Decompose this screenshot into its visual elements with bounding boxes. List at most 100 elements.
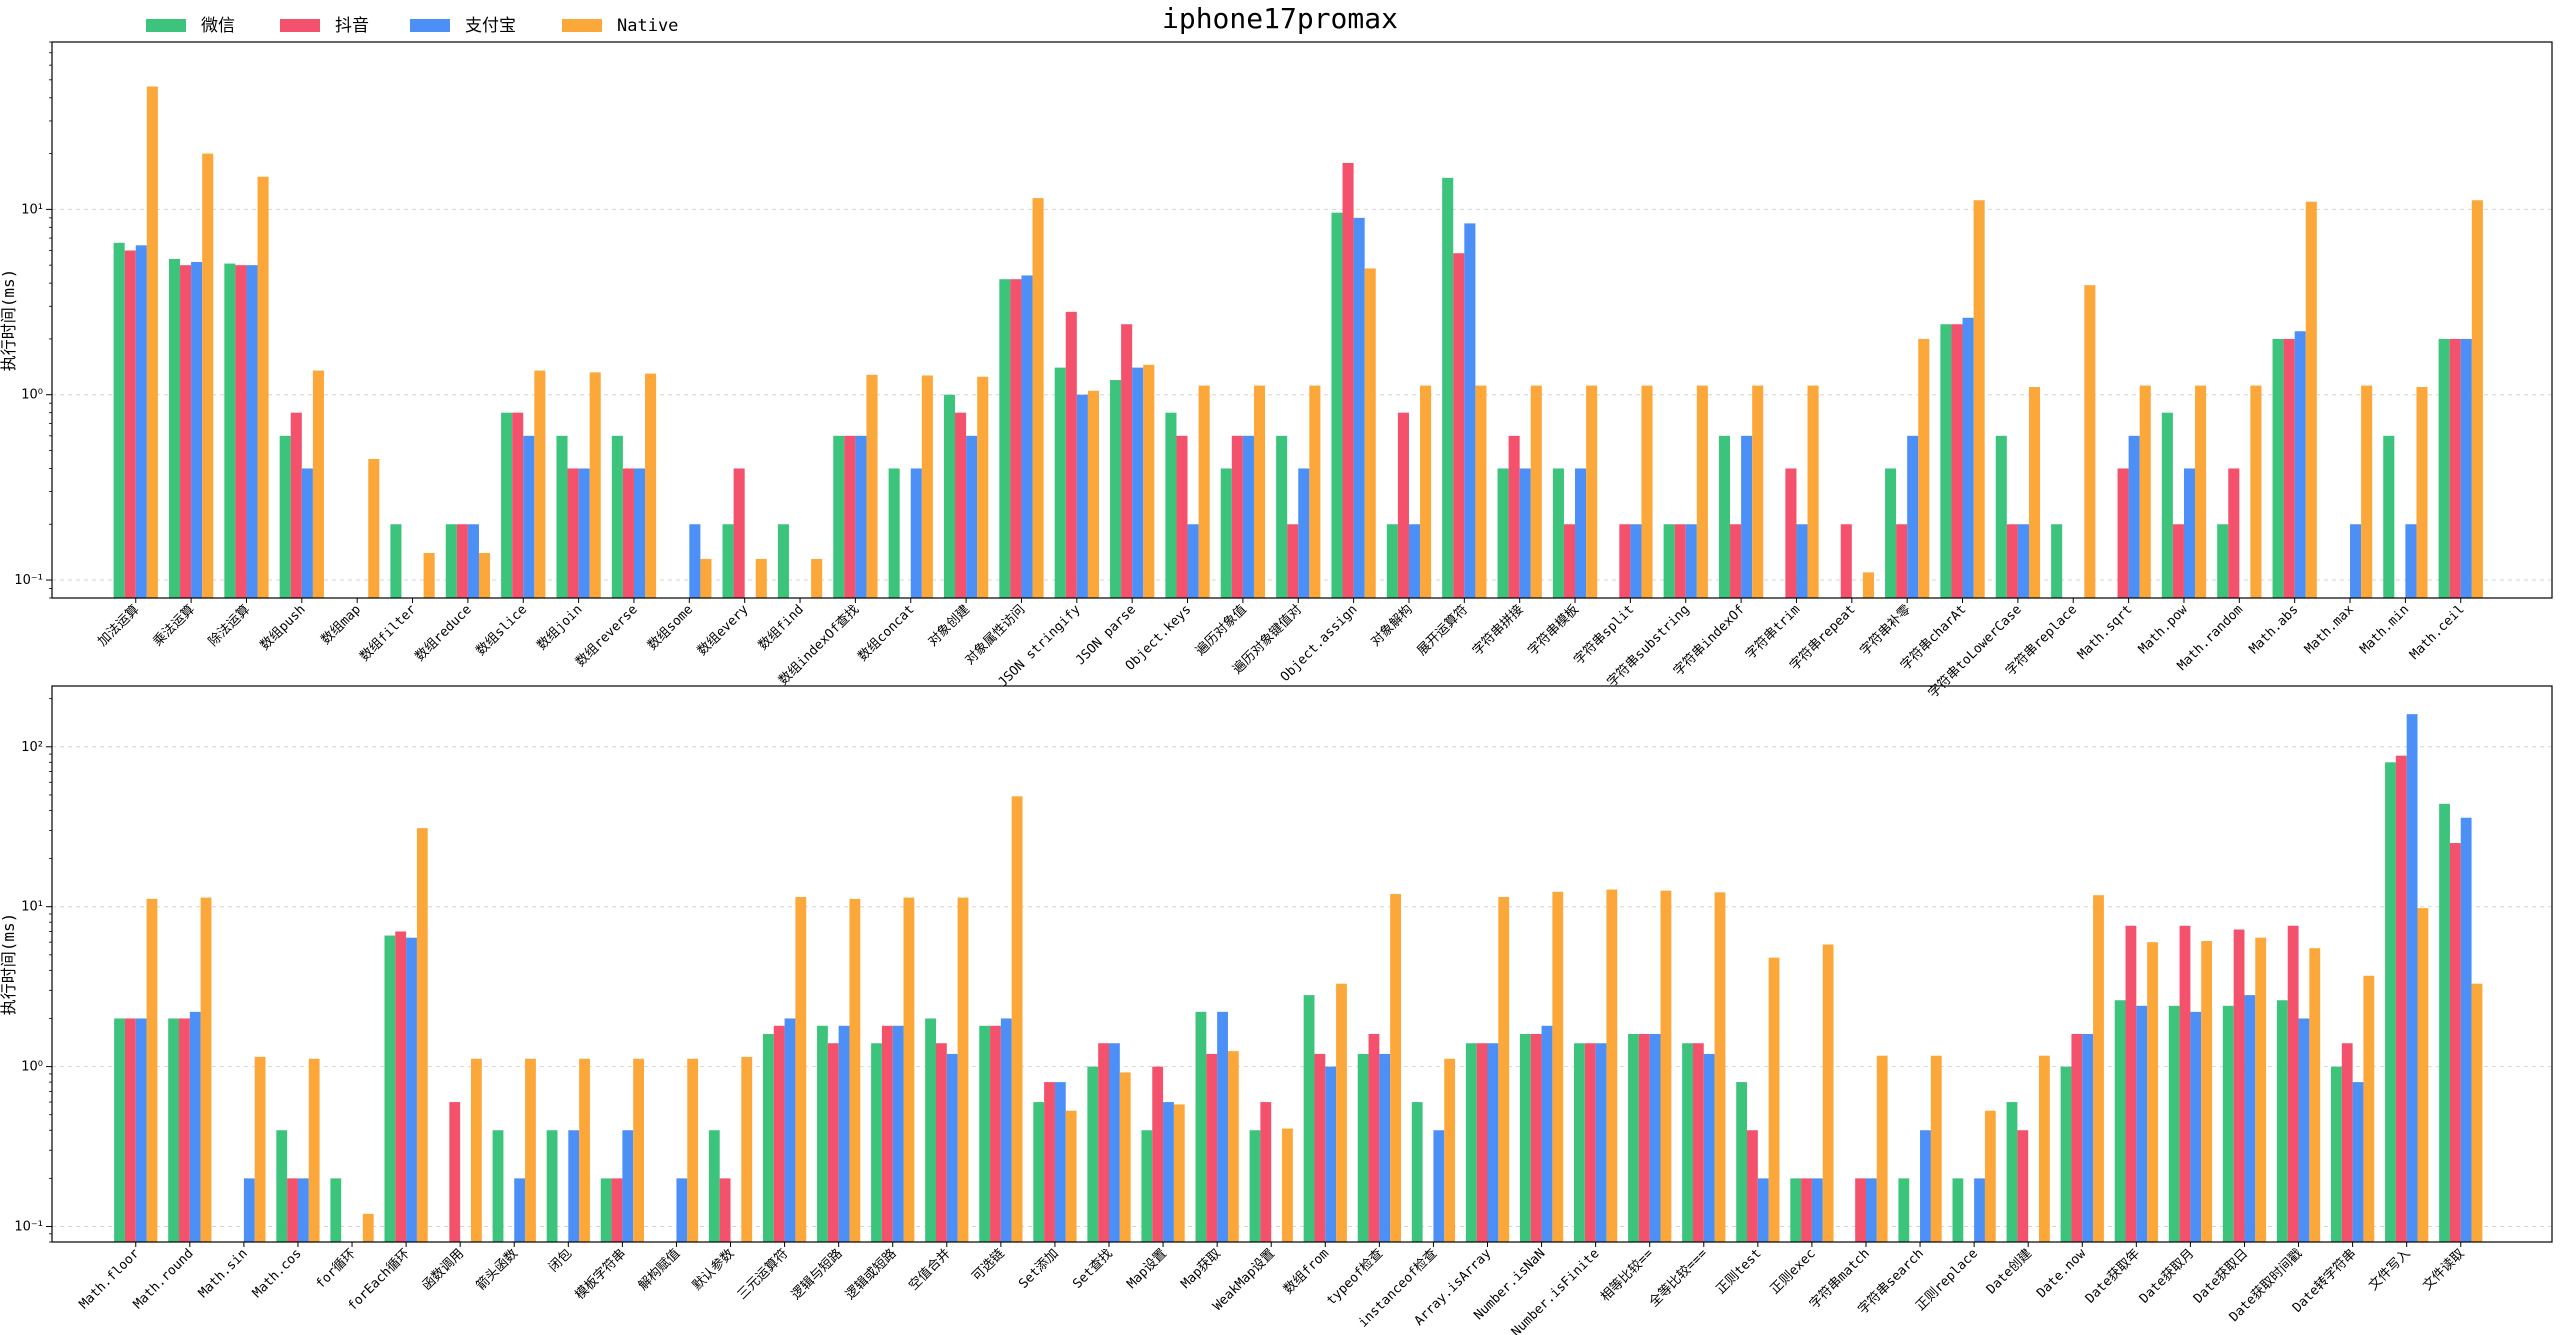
x-tick-label: 除法运算 bbox=[206, 602, 253, 649]
chart-panel-top: 10⁻¹ 10⁰ 10¹ 执行时间(ms) 加法运算 乘法运算 除法运算 数组push 数组ma… bbox=[0, 41, 2553, 701]
bar bbox=[301, 468, 313, 598]
bar bbox=[888, 468, 900, 598]
bar bbox=[1920, 1130, 1931, 1242]
bar bbox=[254, 1056, 266, 1242]
bar bbox=[568, 1130, 580, 1242]
bar bbox=[633, 1058, 645, 1242]
bar bbox=[1010, 279, 1022, 598]
bar bbox=[445, 524, 457, 598]
bar bbox=[1638, 1033, 1650, 1242]
bar bbox=[1519, 1033, 1531, 1242]
x-tick-label: Number.isFinite bbox=[1509, 1246, 1603, 1335]
bar bbox=[2195, 385, 2207, 598]
bar bbox=[2276, 1000, 2288, 1242]
bar bbox=[1098, 1043, 1110, 1242]
bar bbox=[1309, 385, 1321, 598]
bar bbox=[977, 376, 989, 598]
bar bbox=[943, 394, 956, 598]
axes-frame bbox=[51, 685, 2553, 1243]
x-tick-label: Map获取 bbox=[1178, 1246, 1224, 1292]
bar bbox=[2006, 1102, 2018, 1242]
x-tick-label: Math.max bbox=[2302, 602, 2357, 657]
bar bbox=[1109, 1043, 1120, 1242]
bar bbox=[2228, 468, 2240, 598]
bar bbox=[2298, 1018, 2310, 1242]
x-tick-label: 乘法运算 bbox=[151, 602, 198, 649]
bar bbox=[2233, 929, 2245, 1242]
legend-swatch bbox=[280, 19, 320, 32]
y-axis-label: 执行时间(ms) bbox=[0, 269, 18, 372]
bar bbox=[2172, 524, 2184, 598]
x-tick-label: 数组every bbox=[695, 602, 752, 659]
bar bbox=[990, 1025, 1001, 1242]
bar bbox=[1741, 435, 1753, 598]
y-tick-label: 10¹ bbox=[21, 202, 43, 217]
bar bbox=[2471, 200, 2483, 599]
bar bbox=[1736, 1082, 1748, 1242]
x-tick-label: Set查找 bbox=[1070, 1246, 1116, 1292]
bar bbox=[257, 176, 269, 598]
bar bbox=[2201, 941, 2213, 1242]
x-tick-label: 文件读取 bbox=[2420, 1246, 2467, 1293]
bar bbox=[784, 1018, 796, 1242]
bar bbox=[330, 1178, 342, 1242]
bar bbox=[1220, 468, 1232, 598]
bar bbox=[1000, 1018, 1012, 1242]
x-tick-label: 数组from bbox=[1281, 1246, 1332, 1297]
bar bbox=[1132, 367, 1144, 598]
bar bbox=[589, 372, 601, 598]
bar bbox=[722, 524, 734, 598]
bar bbox=[999, 279, 1011, 598]
bar bbox=[2385, 762, 2396, 1242]
bar bbox=[276, 1130, 288, 1242]
bar bbox=[2028, 387, 2041, 598]
bar bbox=[2460, 817, 2472, 1242]
bar bbox=[390, 524, 402, 598]
bar bbox=[191, 262, 203, 598]
y-tick-label: 10⁻¹ bbox=[14, 573, 43, 588]
legend-label: 微信 bbox=[201, 16, 235, 36]
bar bbox=[2071, 1033, 2083, 1242]
bar bbox=[1498, 896, 1510, 1242]
bar bbox=[1242, 435, 1254, 598]
bar bbox=[2082, 1033, 2094, 1242]
bar bbox=[1628, 1033, 1639, 1242]
bar bbox=[733, 468, 745, 598]
bar bbox=[2406, 714, 2418, 1242]
bar bbox=[1703, 1053, 1715, 1242]
bar bbox=[1453, 253, 1465, 599]
bar bbox=[1298, 468, 1310, 598]
bar bbox=[1476, 1043, 1488, 1242]
bar bbox=[2287, 925, 2299, 1242]
bar bbox=[777, 524, 789, 598]
x-tick-label: for循环 bbox=[313, 1246, 359, 1292]
bar bbox=[1790, 1178, 1802, 1242]
bar bbox=[1907, 435, 1919, 598]
x-tick-label: 数组slice bbox=[473, 602, 530, 659]
bar bbox=[312, 370, 324, 598]
x-tick-label: Math.min bbox=[2357, 602, 2412, 657]
bar bbox=[1530, 385, 1542, 598]
bar bbox=[449, 1102, 461, 1242]
bar bbox=[2309, 948, 2321, 1242]
bar bbox=[168, 1018, 180, 1242]
bar bbox=[2405, 524, 2417, 598]
bar bbox=[1768, 957, 1780, 1242]
bar bbox=[113, 242, 125, 598]
x-tick-label: 对象解构 bbox=[1368, 602, 1415, 649]
bar bbox=[1552, 891, 1564, 1242]
y-tick-label: 10⁻¹ bbox=[14, 1220, 43, 1235]
bar bbox=[124, 1018, 136, 1242]
bar bbox=[1862, 572, 1874, 598]
bar bbox=[1696, 385, 1708, 598]
bar bbox=[1747, 1130, 1758, 1242]
bar bbox=[676, 1178, 688, 1242]
bar bbox=[1552, 468, 1564, 598]
bar bbox=[1152, 1066, 1164, 1242]
bar bbox=[881, 1025, 893, 1242]
bar bbox=[892, 1025, 904, 1242]
x-tick-label: 全等比较=== bbox=[1646, 1245, 1711, 1310]
bar bbox=[1110, 380, 1122, 598]
x-tick-label: 模板字符串 bbox=[572, 1246, 629, 1303]
bar bbox=[611, 1178, 623, 1242]
